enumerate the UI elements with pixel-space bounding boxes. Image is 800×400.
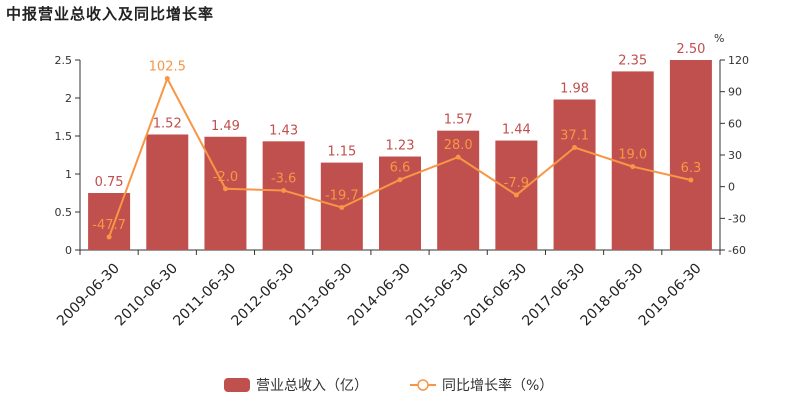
right-tick-label: 30 — [728, 149, 742, 162]
legend-line-label: 同比增长率（%） — [442, 377, 553, 394]
growth-data-label: 6.3 — [681, 161, 702, 176]
growth-data-label: -47.7 — [92, 218, 126, 233]
growth-data-label: 6.6 — [390, 161, 411, 176]
growth-point — [688, 177, 694, 183]
growth-point — [222, 186, 228, 192]
left-tick-label: 1.5 — [55, 130, 73, 143]
growth-data-label: -3.6 — [271, 171, 296, 186]
legend-line-marker — [417, 379, 429, 391]
revenue-bar — [262, 141, 305, 250]
legend-bar-label: 营业总收入（亿） — [256, 378, 368, 394]
revenue-bar — [669, 60, 712, 250]
revenue-data-label: 1.57 — [444, 113, 473, 128]
growth-data-label: -19.7 — [325, 188, 359, 203]
revenue-data-label: 1.23 — [386, 139, 415, 154]
right-tick-label: 120 — [728, 54, 749, 67]
right-tick-label: 90 — [728, 86, 742, 99]
revenue-bar — [611, 71, 654, 251]
growth-point — [339, 204, 345, 210]
left-tick-label: 1 — [65, 168, 72, 181]
right-axis-unit: % — [714, 32, 724, 45]
revenue-data-label: 1.44 — [502, 123, 531, 138]
revenue-bar — [146, 134, 189, 250]
revenue-bar — [379, 156, 421, 250]
revenue-bar — [553, 99, 596, 251]
left-tick-label: 2.5 — [55, 54, 73, 67]
revenue-data-label: 1.15 — [327, 145, 356, 160]
revenue-bar — [204, 136, 247, 250]
growth-point — [397, 177, 403, 183]
growth-data-label: 19.0 — [618, 148, 647, 163]
revenue-data-label: 2.50 — [676, 42, 705, 57]
right-tick-label: -60 — [728, 244, 746, 257]
growth-point — [164, 75, 170, 81]
growth-data-label: 102.5 — [149, 59, 186, 74]
revenue-data-label: 1.98 — [560, 82, 589, 97]
left-tick-label: 0 — [65, 244, 72, 257]
growth-data-label: 28.0 — [444, 138, 473, 153]
revenue-data-label: 1.49 — [211, 119, 240, 134]
revenue-data-label: 1.43 — [269, 123, 298, 138]
growth-data-label: 37.1 — [560, 129, 589, 144]
growth-data-label: -2.0 — [213, 170, 238, 185]
growth-point — [281, 187, 287, 193]
growth-data-label: -7.9 — [504, 176, 529, 191]
left-tick-label: 0.5 — [55, 206, 73, 219]
right-tick-label: 60 — [728, 117, 742, 130]
revenue-bar — [88, 193, 131, 250]
x-tick-label: 2019-06-30 — [636, 260, 705, 329]
right-tick-label: 0 — [728, 181, 735, 194]
revenue-data-label: 0.75 — [95, 175, 124, 190]
growth-point — [572, 145, 578, 151]
growth-point — [455, 154, 461, 160]
legend-bar-swatch — [224, 378, 250, 392]
revenue-data-label: 1.52 — [153, 116, 182, 131]
chart-title: 中报营业总收入及同比增长率 — [6, 5, 215, 23]
right-tick-label: -30 — [728, 212, 746, 225]
revenue-bar — [437, 130, 480, 250]
growth-point — [630, 164, 636, 170]
growth-point — [513, 192, 519, 198]
left-tick-label: 2 — [65, 92, 72, 105]
growth-point — [106, 234, 112, 240]
revenue-data-label: 2.35 — [618, 53, 647, 68]
